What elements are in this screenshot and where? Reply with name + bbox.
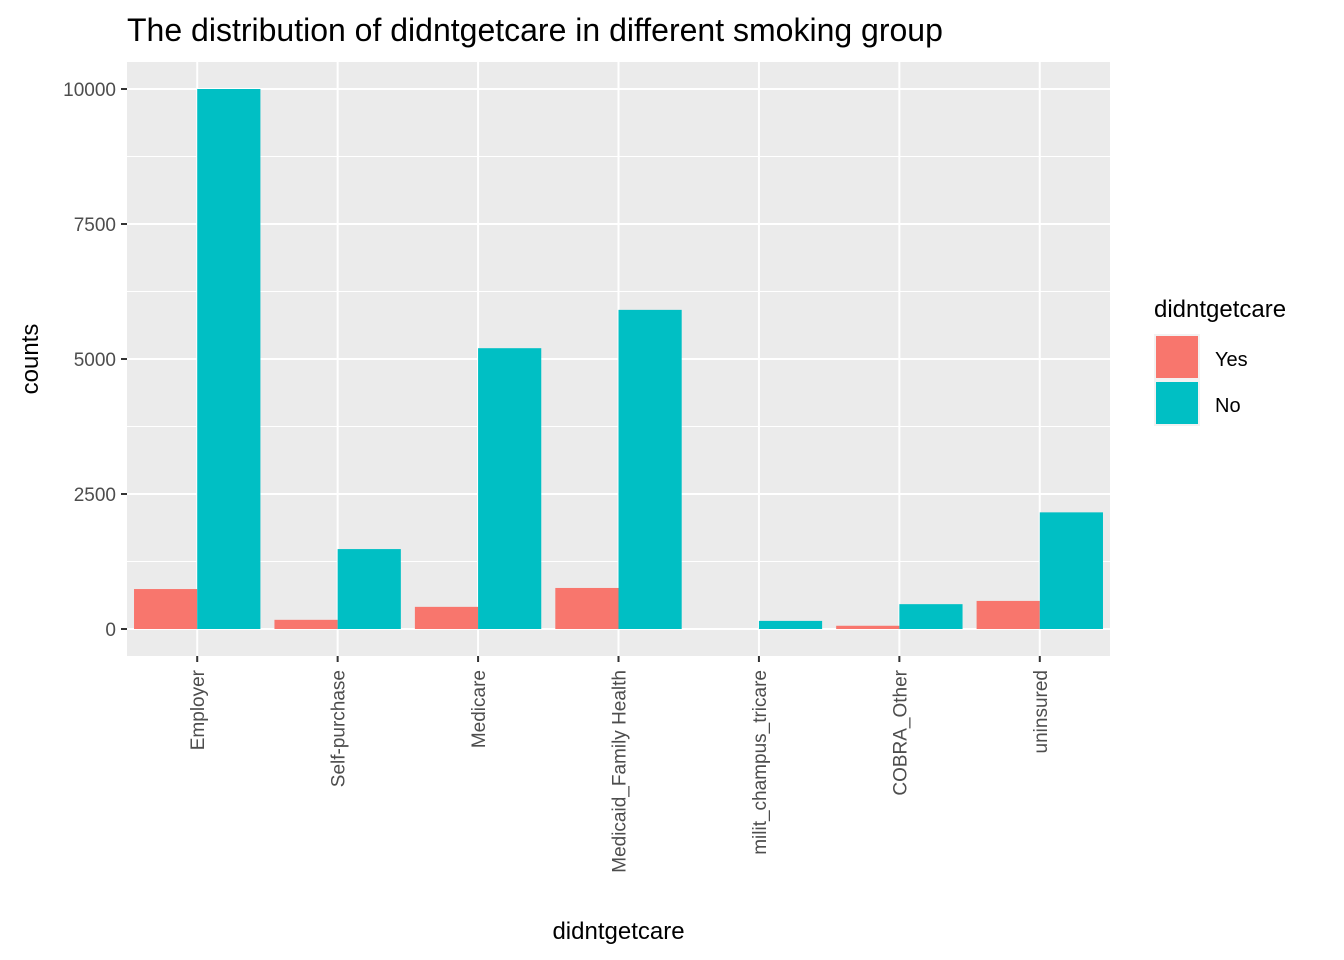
x-tick-label: milit_champus_tricare [750, 670, 771, 855]
y-tick-label: 2500 [74, 485, 116, 506]
bar-yes-6 [976, 600, 1040, 629]
chart-title: The distribution of didntgetcare in diff… [127, 12, 943, 48]
x-tick-label: Medicaid_Family Health [610, 670, 631, 873]
bar-no-4 [758, 620, 823, 629]
x-tick-label: COBRA_Other [890, 669, 911, 795]
y-tick-label: 10000 [63, 80, 116, 101]
x-tick-label: Medicare [469, 670, 490, 748]
bar-no-0 [197, 89, 261, 629]
bar-no-1 [337, 549, 401, 629]
bar-yes-1 [274, 619, 338, 629]
bar-yes-0 [134, 589, 198, 629]
bar-no-6 [1039, 512, 1103, 629]
bars [134, 89, 1103, 629]
bar-no-2 [478, 348, 542, 629]
x-tick-label: Self-purchase [329, 670, 350, 787]
bar-no-3 [618, 309, 682, 629]
legend: didntgetcare Yes No [1154, 296, 1286, 426]
y-axis-title: counts [17, 324, 44, 395]
legend-swatch-yes [1156, 336, 1198, 378]
x-tick-label: Employer [188, 669, 209, 750]
y-axis: 0 2500 5000 7500 10000 [63, 80, 127, 641]
y-tick-label: 0 [105, 620, 116, 641]
y-tick-label: 7500 [74, 215, 116, 236]
legend-swatch-no [1156, 382, 1198, 424]
bar-no-5 [899, 604, 963, 629]
x-axis: Employer Self-purchase Medicare Medicaid_Fa… [188, 656, 1052, 873]
legend-label-yes: Yes [1215, 349, 1248, 371]
legend-label-no: No [1215, 395, 1241, 417]
bar-yes-5 [836, 625, 900, 629]
legend-title: didntgetcare [1154, 296, 1286, 323]
x-axis-title: didntgetcare [552, 918, 684, 945]
x-tick-label: uninsured [1031, 670, 1052, 753]
y-tick-label: 5000 [74, 350, 116, 371]
bar-yes-3 [555, 587, 619, 629]
bar-yes-2 [414, 606, 479, 629]
